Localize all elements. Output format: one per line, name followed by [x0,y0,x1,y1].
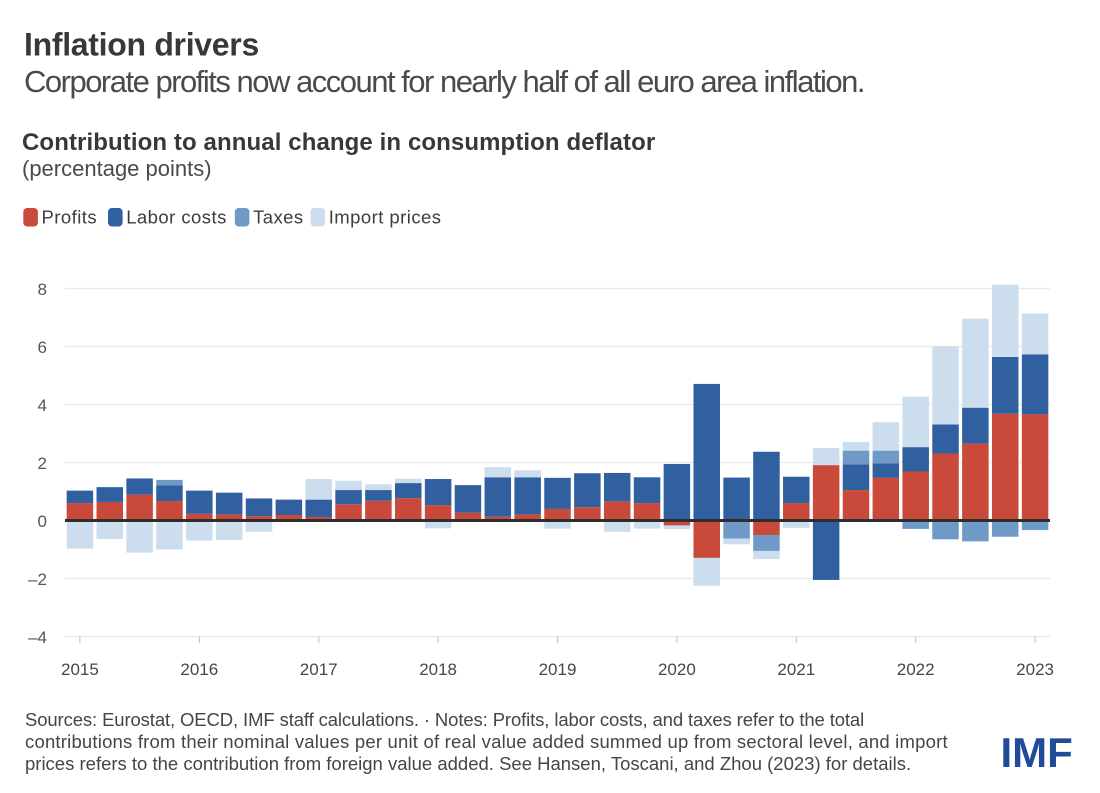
svg-text:2021: 2021 [777,660,815,679]
svg-text:–2: –2 [28,570,47,589]
svg-text:8: 8 [38,280,47,299]
svg-text:2020: 2020 [658,660,696,679]
svg-text:2017: 2017 [300,660,338,679]
svg-text:Corporate profits now account: Corporate profits now account for nearly… [24,64,864,99]
svg-text:–4: –4 [28,628,47,647]
svg-text:(percentage points): (percentage points) [22,156,212,181]
svg-text:2015: 2015 [61,660,99,679]
svg-text:6: 6 [38,338,47,357]
svg-text:Import prices: Import prices [329,206,442,227]
svg-text:Contribution to annual change: Contribution to annual change in consump… [22,129,655,156]
svg-text:contributions from their nomin: contributions from their nominal values … [25,731,948,752]
svg-text:Inflation drivers: Inflation drivers [24,27,259,63]
svg-text:0: 0 [38,512,47,531]
svg-text:Labor costs: Labor costs [126,206,227,227]
svg-text:4: 4 [38,396,47,415]
svg-text:2018: 2018 [419,660,457,679]
svg-text:2023: 2023 [1016,660,1054,679]
svg-text:IMF: IMF [1001,729,1073,776]
svg-text:Sources: Eurostat, OECD, IMF s: Sources: Eurostat, OECD, IMF staff calcu… [25,709,864,730]
svg-text:Profits: Profits [42,206,98,227]
svg-text:Taxes: Taxes [253,206,304,227]
svg-text:2: 2 [38,454,47,473]
svg-text:2022: 2022 [897,660,935,679]
svg-text:prices refers to the contribut: prices refers to the contribution from f… [25,753,911,774]
svg-text:2019: 2019 [539,660,577,679]
svg-text:2016: 2016 [180,660,218,679]
